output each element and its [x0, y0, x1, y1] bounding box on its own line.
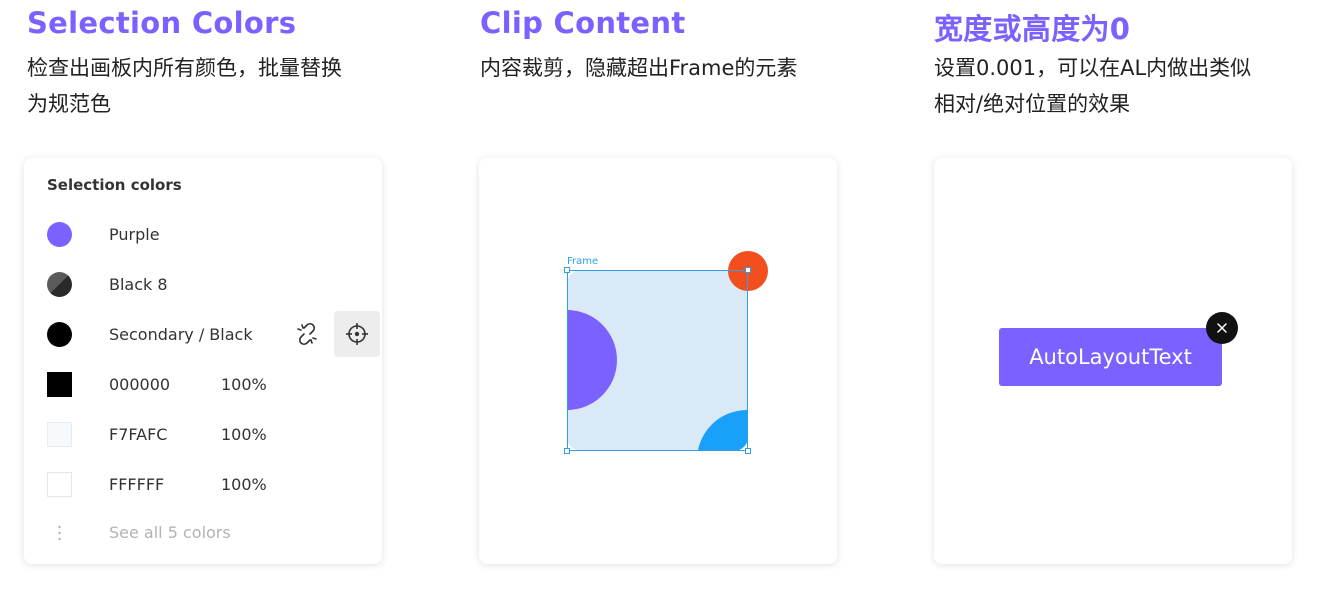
- color-row-f7fafc[interactable]: F7FAFC 100%: [47, 422, 367, 448]
- description-line: 内容裁剪，隐藏超出Frame的元素: [480, 56, 798, 80]
- section-description: 设置0.001，可以在AL内做出类似 相对/绝对位置的效果: [934, 50, 1314, 122]
- color-name: Black 8: [109, 275, 168, 294]
- color-swatch[interactable]: [47, 222, 72, 247]
- zero-size-demo: AutoLayoutText: [934, 158, 1292, 564]
- color-hex[interactable]: 000000: [109, 375, 171, 394]
- color-name: Secondary / Black: [109, 325, 253, 344]
- see-all-colors-link[interactable]: See all 5 colors: [47, 522, 247, 544]
- color-row-ffffff[interactable]: FFFFFF 100%: [47, 472, 367, 498]
- color-swatch[interactable]: [47, 422, 72, 447]
- clip-content-demo: Frame: [479, 158, 837, 564]
- detach-style-icon: [297, 322, 317, 346]
- description-line: 为规范色: [27, 92, 111, 116]
- see-all-label[interactable]: See all 5 colors: [109, 523, 231, 542]
- color-row-000000[interactable]: 000000 100%: [47, 372, 367, 398]
- resize-handle-bottom-right[interactable]: [745, 448, 751, 454]
- frame-canvas[interactable]: [567, 270, 748, 451]
- color-swatch[interactable]: [47, 472, 72, 497]
- vertical-dots-icon: [58, 525, 61, 541]
- description-line: 检查出画板内所有颜色，批量替换: [27, 56, 342, 80]
- color-row-black-8[interactable]: Black 8: [47, 272, 367, 298]
- selection-outline: [567, 270, 748, 451]
- resize-handle-bottom-left[interactable]: [564, 448, 570, 454]
- color-row-secondary-black[interactable]: Secondary / Black: [47, 322, 367, 348]
- section-heading: Clip Content: [480, 6, 686, 40]
- target-crosshair-icon: [346, 323, 368, 345]
- resize-handle-top-right[interactable]: [745, 267, 751, 273]
- autolayout-text-frame[interactable]: AutoLayoutText: [999, 328, 1222, 386]
- color-opacity[interactable]: 100%: [221, 425, 267, 444]
- section-heading: Selection Colors: [27, 6, 297, 40]
- color-opacity[interactable]: 100%: [221, 375, 267, 394]
- color-swatch[interactable]: [47, 272, 72, 297]
- detach-style-button[interactable]: [284, 311, 330, 357]
- close-badge[interactable]: [1206, 312, 1238, 344]
- description-line: 设置0.001，可以在AL内做出类似: [934, 56, 1252, 80]
- color-swatch[interactable]: [47, 372, 72, 397]
- color-row-purple[interactable]: Purple: [47, 222, 367, 248]
- frame-label: Frame: [567, 256, 599, 267]
- resize-handle-top-left[interactable]: [564, 267, 570, 273]
- description-line: 相对/绝对位置的效果: [934, 92, 1131, 116]
- panel-title: Selection colors: [47, 176, 182, 194]
- color-swatch[interactable]: [47, 322, 72, 347]
- section-description: 检查出画板内所有颜色，批量替换 为规范色: [27, 50, 407, 122]
- select-matching-button[interactable]: [334, 311, 380, 357]
- selection-colors-panel: Selection colors Purple Black 8 Secondar…: [24, 158, 382, 564]
- section-heading: 宽度或高度为0: [934, 12, 1131, 46]
- color-hex[interactable]: F7FAFC: [109, 425, 168, 444]
- close-icon: [1217, 323, 1227, 333]
- color-hex[interactable]: FFFFFF: [109, 475, 165, 494]
- color-name: Purple: [109, 225, 160, 244]
- section-description: 内容裁剪，隐藏超出Frame的元素: [480, 50, 860, 86]
- color-opacity[interactable]: 100%: [221, 475, 267, 494]
